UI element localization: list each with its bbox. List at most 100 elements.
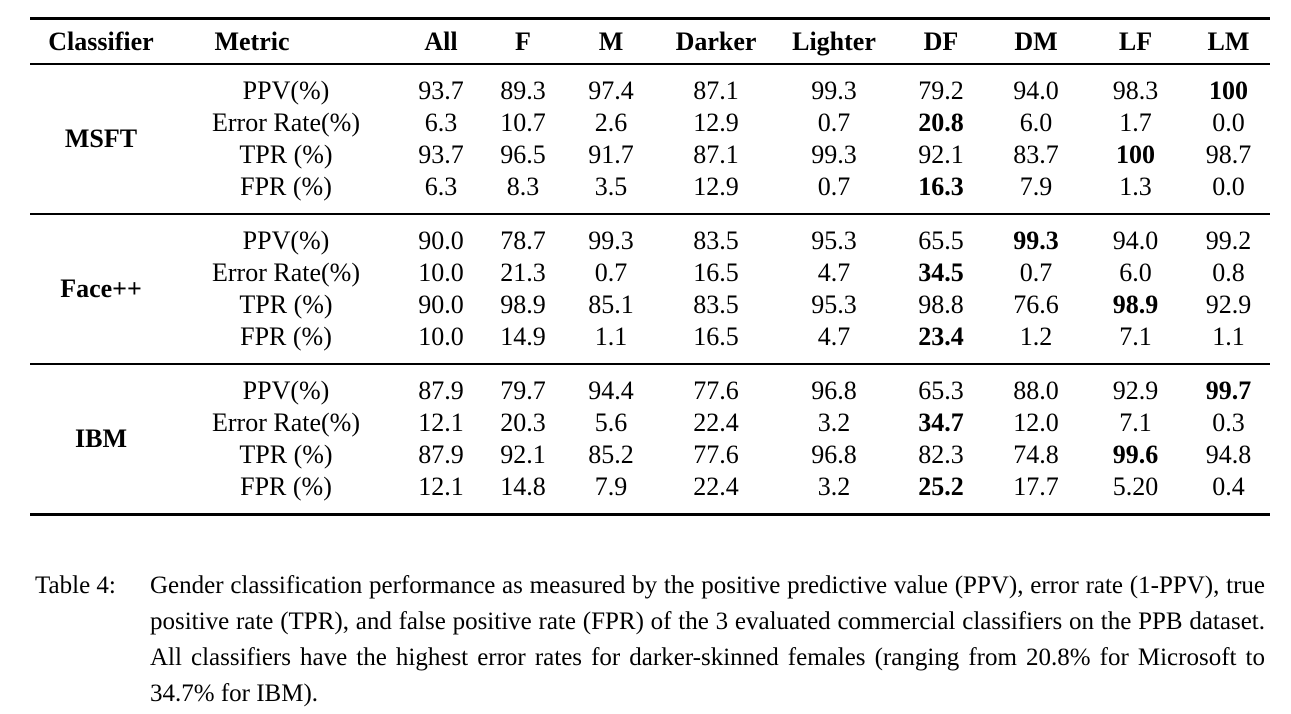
value-cell: 98.9 xyxy=(500,290,546,319)
value-cell: 94.4 xyxy=(588,376,634,405)
value-cell: 77.6 xyxy=(693,376,739,405)
table-row: FPR (%) 6.3 8.3 3.5 12.9 0.7 16.3 7.9 1.3 0.0 xyxy=(30,171,1270,214)
table-row: MSFT PPV(%) 93.7 89.3 97.4 87.1 99.3 79.2 94.0 98… xyxy=(30,64,1270,153)
classifier-group: IBM PPV(%) 87.9 79.7 94.4 77.6 96.8 65.3 88.0 92.… xyxy=(30,364,1270,515)
value-cell: 12.0 xyxy=(1013,408,1059,437)
metric-label: TPR (%) xyxy=(239,290,333,319)
value-cell: 92.9 xyxy=(1112,376,1159,405)
value-cell: 97.4 xyxy=(588,76,634,105)
value-cell: 82.3 xyxy=(918,440,964,469)
value-cell: 1.1 xyxy=(1212,322,1245,351)
value-cell: 85.2 xyxy=(588,440,634,469)
value-cell: 96.8 xyxy=(811,440,857,469)
value-cell: 4.7 xyxy=(817,322,851,351)
value-cell: 34.7 xyxy=(918,408,964,437)
column-header: DF xyxy=(923,27,959,56)
value-cell: 92.1 xyxy=(918,140,964,169)
value-cell: 0.0 xyxy=(1212,108,1245,137)
table-row: Error Rate(%) 12.1 20.3 5.6 22.4 3.2 34.7 12.0 7… xyxy=(30,407,1270,439)
column-header: All xyxy=(424,27,458,56)
value-cell: 0.7 xyxy=(817,172,851,201)
value-cell: 99.7 xyxy=(1205,376,1252,405)
caption-text: Gender classification performance as mea… xyxy=(150,572,1265,707)
value-cell: 1.7 xyxy=(1119,108,1152,137)
value-cell: 7.1 xyxy=(1119,408,1152,437)
value-cell: 20.3 xyxy=(500,408,546,437)
value-cell: 8.3 xyxy=(506,172,540,201)
value-cell: 6.3 xyxy=(424,172,458,201)
column-header: LM xyxy=(1207,27,1250,56)
value-cell: 6.0 xyxy=(1019,108,1053,137)
value-cell: 99.2 xyxy=(1205,226,1252,255)
metric-label: FPR (%) xyxy=(240,472,332,501)
value-cell: 85.1 xyxy=(588,290,634,319)
value-cell: 93.7 xyxy=(418,140,464,169)
value-cell: 17.7 xyxy=(1013,472,1059,501)
value-cell: 12.9 xyxy=(693,172,739,201)
classifier-name: Face++ xyxy=(60,274,142,303)
column-header: LF xyxy=(1118,27,1153,56)
value-cell: 92.9 xyxy=(1205,290,1252,319)
metric-label: PPV(%) xyxy=(242,376,330,405)
value-cell: 65.3 xyxy=(918,376,964,405)
column-header: Darker xyxy=(675,27,757,56)
value-cell: 95.3 xyxy=(811,226,857,255)
value-cell: 14.9 xyxy=(500,322,546,351)
value-cell: 98.9 xyxy=(1112,290,1159,319)
value-cell: 5.20 xyxy=(1112,472,1159,501)
value-cell: 0.7 xyxy=(594,258,628,287)
value-cell: 3.5 xyxy=(594,172,628,201)
value-cell: 22.4 xyxy=(693,408,739,437)
value-cell: 21.3 xyxy=(500,258,546,287)
value-cell: 0.8 xyxy=(1212,258,1245,287)
value-cell: 83.5 xyxy=(693,226,739,255)
metric-label: Error Rate(%) xyxy=(212,258,360,287)
value-cell: 94.0 xyxy=(1013,76,1059,105)
column-header: M xyxy=(598,27,624,56)
column-header: Classifier xyxy=(48,27,154,56)
value-cell: 0.7 xyxy=(817,108,851,137)
value-cell: 93.7 xyxy=(418,76,464,105)
value-cell: 34.5 xyxy=(918,258,964,287)
value-cell: 6.3 xyxy=(424,108,458,137)
value-cell: 23.4 xyxy=(918,322,964,351)
table-row: TPR (%) 90.0 98.9 85.1 83.5 95.3 98.8 76.6 98.9 9… xyxy=(30,289,1270,321)
value-cell: 16.5 xyxy=(693,322,739,351)
value-cell: 0.4 xyxy=(1212,472,1245,501)
paper-page: Classifier Metric All F M Darker Lighter DF DM LF… xyxy=(0,17,1291,714)
metric-label: FPR (%) xyxy=(240,172,332,201)
value-cell: 77.6 xyxy=(693,440,739,469)
value-cell: 14.8 xyxy=(500,472,546,501)
value-cell: 87.1 xyxy=(693,140,739,169)
classifier-group: MSFT PPV(%) 93.7 89.3 97.4 87.1 99.3 79.2 94.0 98… xyxy=(30,64,1270,214)
value-cell: 89.3 xyxy=(500,76,546,105)
value-cell: 96.8 xyxy=(811,376,857,405)
metric-label: PPV(%) xyxy=(242,226,330,255)
value-cell: 92.1 xyxy=(500,440,546,469)
value-cell: 99.3 xyxy=(588,226,634,255)
table-row: Face++ PPV(%) 90.0 78.7 99.3 83.5 95.3 65.5 99.3… xyxy=(30,214,1270,303)
value-cell: 12.1 xyxy=(418,408,464,437)
value-cell: 87.9 xyxy=(418,376,464,405)
value-cell: 90.0 xyxy=(418,226,464,255)
value-cell: 99.6 xyxy=(1112,440,1159,469)
value-cell: 16.3 xyxy=(918,172,964,201)
value-cell: 12.9 xyxy=(693,108,739,137)
table-caption: Table 4: Gender classification performan… xyxy=(35,568,1265,712)
value-cell: 95.3 xyxy=(811,290,857,319)
value-cell: 98.7 xyxy=(1205,140,1252,169)
value-cell: 22.4 xyxy=(693,472,739,501)
value-cell: 10.0 xyxy=(418,322,464,351)
value-cell: 10.0 xyxy=(418,258,464,287)
table-row: FPR (%) 10.0 14.9 1.1 16.5 4.7 23.4 1.2 7.1 1.1 xyxy=(30,321,1270,364)
value-cell: 3.2 xyxy=(817,472,851,501)
caption-label: Table 4: xyxy=(35,572,116,599)
value-cell: 0.7 xyxy=(1019,258,1053,287)
value-cell: 7.9 xyxy=(1019,172,1053,201)
value-cell: 6.0 xyxy=(1119,258,1152,287)
column-header: Metric xyxy=(214,27,290,56)
classifier-name: MSFT xyxy=(64,124,138,153)
value-cell: 65.5 xyxy=(918,226,964,255)
value-cell: 25.2 xyxy=(918,472,964,501)
table-row: TPR (%) 87.9 92.1 85.2 77.6 96.8 82.3 74.8 99.6 9… xyxy=(30,439,1270,471)
